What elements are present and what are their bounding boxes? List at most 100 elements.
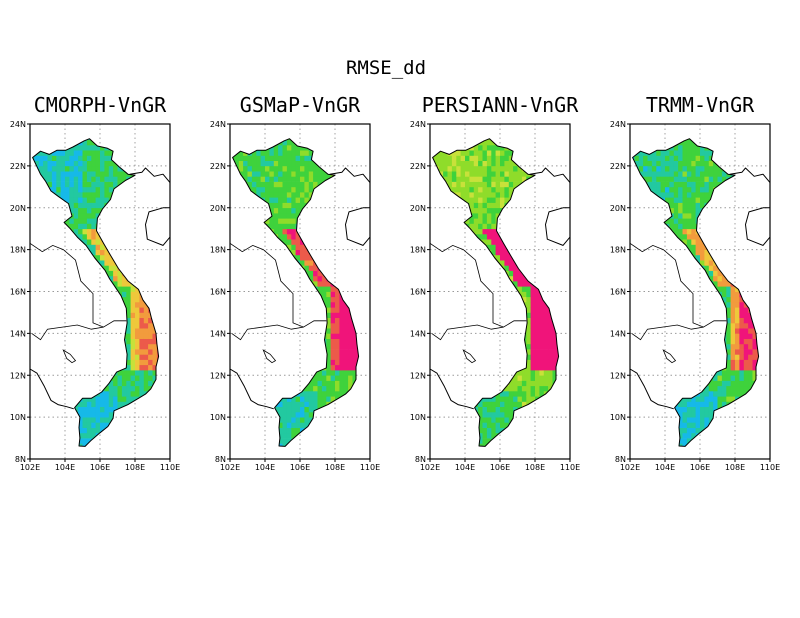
- rmse-cell: [156, 438, 159, 444]
- rmse-cell: [335, 443, 340, 447]
- rmse-cell: [335, 192, 340, 198]
- rmse-cell: [495, 213, 501, 219]
- rmse-cell: [51, 343, 57, 350]
- rmse-cell: [352, 260, 358, 266]
- rmse-cell: [78, 401, 83, 407]
- rmse-cell: [251, 239, 257, 245]
- rmse-cell: [238, 275, 244, 282]
- rmse-cell: [78, 138, 83, 141]
- rmse-cell: [326, 260, 332, 266]
- rmse-cell: [486, 432, 492, 439]
- rmse-cell: [38, 427, 44, 434]
- rmse-cell: [326, 422, 332, 428]
- rmse-cell: [291, 411, 297, 418]
- rmse-cell: [456, 291, 462, 298]
- rmse-cell: [361, 135, 366, 141]
- rmse-cell: [469, 165, 475, 172]
- rmse-cell: [317, 438, 323, 444]
- rmse-cell: [348, 138, 353, 141]
- rmse-cell: [300, 354, 305, 360]
- rmse-cell: [478, 364, 483, 371]
- rmse-cell: [478, 265, 483, 271]
- rmse-cell: [100, 375, 105, 381]
- rmse-cell: [243, 312, 248, 318]
- rmse-cell: [256, 138, 262, 141]
- rmse-cell: [38, 233, 44, 240]
- rmse-cell: [343, 438, 349, 444]
- rmse-cell: [78, 438, 83, 444]
- rmse-cell: [126, 160, 132, 167]
- rmse-cell: [291, 343, 297, 350]
- rmse-cell: [100, 302, 105, 308]
- rmse-cell: [352, 422, 358, 428]
- rmse-cell: [247, 260, 253, 266]
- rmse-cell: [113, 176, 118, 182]
- rmse-cell: [326, 270, 332, 277]
- rmse-cell: [161, 407, 166, 413]
- rmse-cell: [143, 322, 149, 329]
- rmse-cell: [117, 422, 123, 428]
- rmse-cell: [152, 265, 158, 271]
- rmse-cell: [34, 364, 40, 371]
- rmse-cell: [108, 406, 114, 413]
- rmse-cell: [148, 411, 153, 418]
- rmse-cell: [447, 438, 453, 444]
- rmse-cell: [434, 176, 440, 182]
- rmse-cell: [465, 139, 470, 146]
- rmse-cell: [465, 380, 470, 387]
- rmse-cell: [451, 150, 457, 156]
- rmse-cell: [243, 296, 248, 303]
- rmse-cell: [260, 422, 266, 428]
- rmse-cell: [78, 364, 83, 371]
- rmse-cell: [356, 139, 359, 146]
- rmse-cell: [56, 391, 62, 397]
- rmse-cell: [34, 181, 40, 188]
- rmse-cell: [438, 401, 444, 407]
- rmse-cell: [113, 401, 118, 407]
- rmse-cell: [126, 197, 132, 203]
- rmse-cell: [38, 307, 44, 313]
- rmse-cell: [135, 364, 140, 371]
- rmse-cell: [234, 213, 240, 219]
- rmse-cell: [238, 443, 244, 447]
- panel-persiann: PERSIANN-VnGR 102E 104E 106E 108E 110E8N10N1…: [410, 93, 580, 472]
- rmse-cell: [34, 338, 40, 345]
- rmse-cell: [348, 443, 353, 447]
- rmse-cell: [352, 333, 358, 339]
- rmse-cell: [247, 171, 253, 177]
- rmse-cell: [473, 364, 479, 371]
- rmse-cell: [278, 197, 283, 203]
- rmse-cell: [361, 360, 366, 366]
- rmse-cell: [73, 223, 79, 230]
- rmse-cell: [69, 160, 75, 167]
- rmse-cell: [278, 375, 283, 381]
- rmse-cell: [321, 160, 327, 167]
- rmse-cell: [456, 233, 462, 240]
- rmse-cell: [330, 333, 336, 339]
- rmse-cell: [56, 427, 62, 434]
- rmse-cell: [104, 218, 110, 224]
- rmse-cell: [434, 343, 440, 350]
- rmse-cell: [317, 338, 323, 345]
- rmse-cell: [278, 296, 283, 303]
- rmse-cell: [95, 249, 101, 256]
- rmse-cell: [43, 176, 48, 182]
- rmse-cell: [434, 144, 440, 151]
- rmse-cell: [156, 396, 159, 402]
- rmse-cell: [148, 317, 153, 324]
- rmse-cell: [56, 359, 62, 366]
- rmse-cell: [343, 254, 349, 261]
- rmse-cell: [343, 317, 349, 324]
- rmse-cell: [43, 349, 48, 355]
- rmse-cell: [117, 432, 123, 439]
- rmse-cell: [100, 254, 105, 261]
- rmse-cell: [100, 406, 105, 413]
- rmse-cell: [117, 307, 123, 313]
- rmse-cell: [300, 139, 305, 146]
- rmse-cell: [43, 213, 48, 219]
- rmse-cell: [43, 192, 48, 198]
- rmse-cell: [500, 150, 505, 156]
- rmse-cell: [251, 291, 257, 298]
- rmse-cell: [65, 275, 70, 282]
- rmse-cell: [34, 138, 40, 141]
